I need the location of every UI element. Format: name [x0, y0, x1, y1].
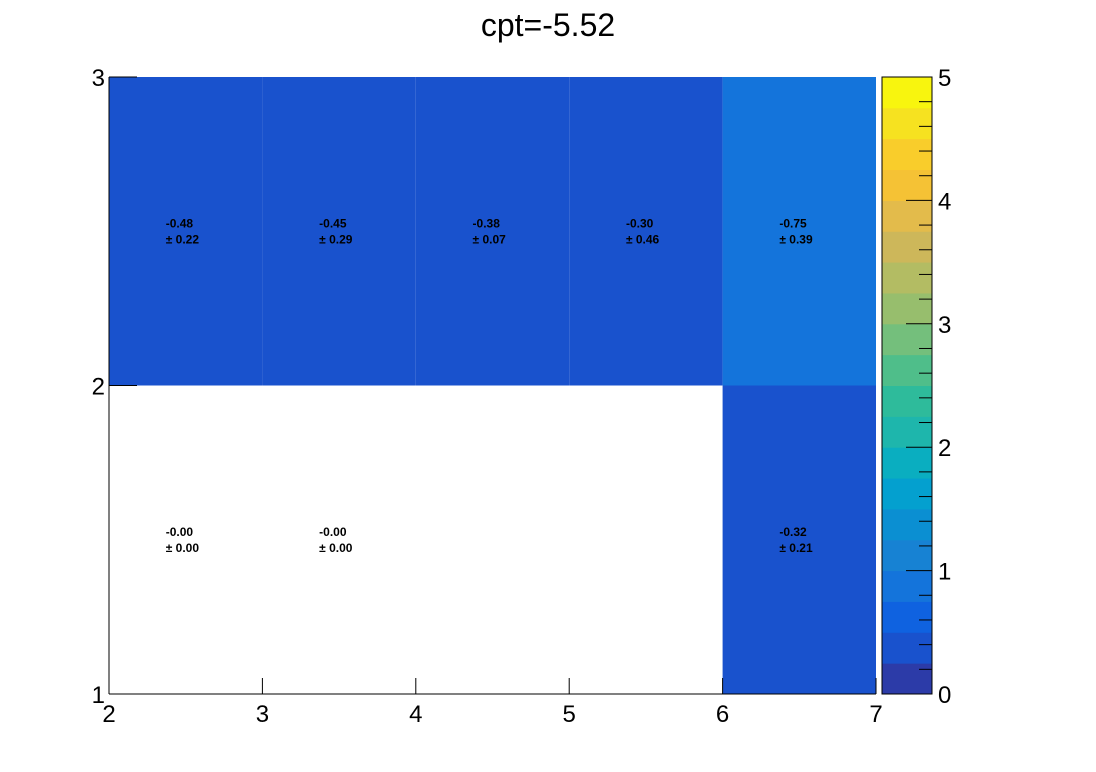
heatmap-cell — [262, 77, 416, 386]
colorbar-segment — [882, 570, 932, 602]
cell-error-label: ± 0.21 — [779, 541, 813, 555]
heatmap-cell — [109, 77, 263, 386]
colorbar-segment — [882, 292, 932, 325]
cell-value-label: -0.32 — [779, 525, 807, 539]
y-tick-label: 1 — [92, 682, 105, 709]
colorbar-segment — [882, 169, 932, 201]
colorbar-segment — [882, 107, 932, 140]
colorbar-tick-label: 4 — [938, 188, 951, 215]
cell-value-label: -0.38 — [473, 216, 501, 230]
colorbar-segment — [882, 601, 932, 633]
colorbar-segment — [882, 416, 932, 448]
x-tick-label: 7 — [869, 701, 882, 728]
colorbar-segment — [882, 663, 932, 695]
cell-error-label: ± 0.00 — [166, 541, 200, 555]
cell-value-label: -0.00 — [166, 525, 194, 539]
colorbar-tick-label: 2 — [938, 435, 951, 462]
colorbar-segment — [882, 478, 932, 510]
colorbar-segment — [882, 447, 932, 479]
y-tick-label: 3 — [92, 65, 105, 92]
heatmap-cell — [109, 385, 263, 694]
colorbar: 0 1 2 3 4 5 — [881, 65, 951, 709]
colorbar-segment — [882, 539, 932, 572]
colorbar-segment — [882, 138, 932, 171]
heatmap-cell — [722, 77, 876, 386]
cell-value-label: -0.48 — [166, 216, 194, 230]
cell-value-label: -0.30 — [626, 216, 654, 230]
cell-error-label: ± 0.46 — [626, 232, 660, 246]
heatmap-cell — [569, 77, 723, 386]
colorbar-segment — [882, 354, 932, 386]
y-tick-label: 2 — [92, 374, 105, 401]
x-tick-label: 2 — [102, 701, 115, 728]
cell-error-label: ± 0.22 — [166, 232, 200, 246]
colorbar-segment — [882, 385, 932, 417]
heatmap-cell — [262, 385, 416, 694]
colorbar-segment — [882, 77, 932, 109]
colorbar-segment — [882, 262, 932, 294]
cell-error-label: ± 0.39 — [779, 232, 813, 246]
cells-layer — [109, 77, 876, 694]
cell-value-label: -0.75 — [779, 216, 807, 230]
heatmap-cell — [415, 385, 570, 694]
cell-error-label: ± 0.29 — [319, 232, 353, 246]
colorbar-tick-label: 0 — [938, 682, 951, 709]
heatmap-cell — [415, 77, 570, 386]
colorbar-segment — [882, 323, 932, 356]
cell-error-label: ± 0.07 — [473, 232, 507, 246]
colorbar-segment — [882, 632, 932, 664]
heatmap-cell — [722, 385, 876, 694]
cell-error-label: ± 0.00 — [319, 541, 353, 555]
heatmap-cell — [569, 385, 723, 694]
colorbar-segment — [882, 231, 932, 263]
cell-labels-layer: -0.00 ± 0.00 -0.00 ± 0.00 -0.32 ± 0.21 -0.48 ± … — [166, 216, 813, 555]
colorbar-segment — [882, 200, 932, 232]
chart-title: cpt=-5.52 — [481, 7, 615, 43]
cell-value-label: -0.00 — [319, 525, 347, 539]
x-tick-label: 3 — [256, 701, 269, 728]
x-tick-label: 4 — [409, 701, 422, 728]
colorbar-tick-label: 5 — [938, 65, 951, 92]
colorbar-segment — [882, 508, 932, 541]
colorbar-tick-label: 1 — [938, 559, 951, 586]
x-tick-label: 5 — [563, 701, 576, 728]
colorbar-tick-label: 3 — [938, 312, 951, 339]
x-tick-label: 6 — [716, 701, 729, 728]
cell-value-label: -0.45 — [319, 216, 347, 230]
